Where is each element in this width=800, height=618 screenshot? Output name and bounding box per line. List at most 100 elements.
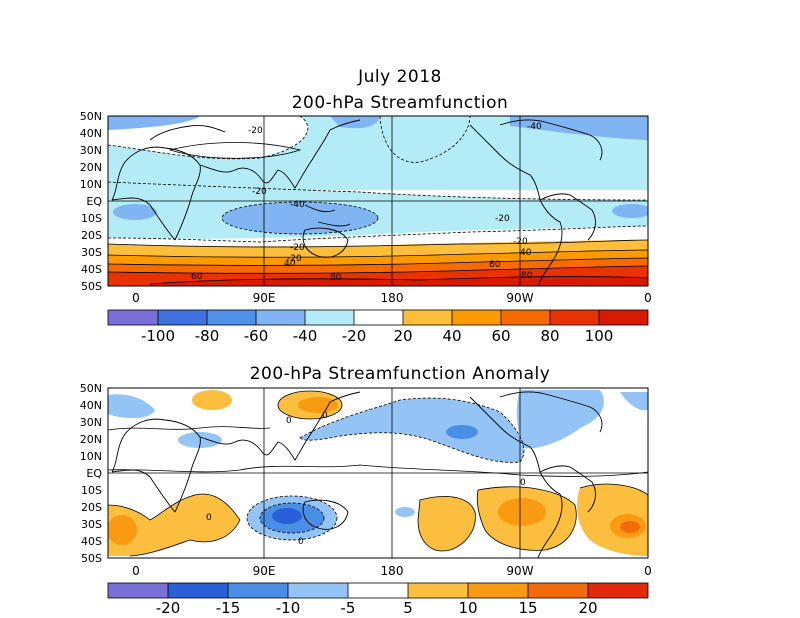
contour-label: 0 — [206, 513, 212, 523]
contour-label: 0 — [298, 537, 304, 547]
colorbar-swatch — [550, 310, 599, 325]
contour-label: 40 — [284, 259, 296, 269]
colorbar-swatch — [348, 583, 408, 598]
longitude-labels: 0 90E 180 90W 0 — [132, 291, 652, 305]
lon-label: 90E — [253, 564, 276, 578]
lat-label: 50S — [81, 280, 102, 293]
lat-label: 10S — [81, 484, 102, 497]
contour-label: 60 — [191, 272, 203, 282]
contour-label: -40 — [290, 200, 305, 210]
colorbar-swatch — [288, 583, 348, 598]
lat-label: 30S — [81, 246, 102, 259]
lat-label: 40N — [80, 399, 102, 412]
colorbar-tick: 20 — [578, 599, 597, 617]
lat-label: 30S — [81, 518, 102, 531]
colorbar-tick: 100 — [585, 327, 614, 345]
lat-label: 20S — [81, 229, 102, 242]
gridlines — [108, 116, 648, 286]
colorbar-anomaly: -20 -15 -10 -5 5 10 15 20 — [107, 582, 649, 617]
colorbar-swatch — [501, 310, 550, 325]
contour-label: -20 — [290, 243, 305, 253]
colorbar-tick: -5 — [341, 599, 356, 617]
lat-label: 10N — [80, 450, 102, 463]
contour-label: 0 — [286, 416, 292, 426]
colorbar-tick: -40 — [293, 327, 318, 345]
lon-label: 90W — [506, 291, 533, 305]
lat-label: 20N — [80, 433, 102, 446]
map-frame — [107, 115, 649, 287]
contour-label: 80 — [489, 260, 501, 270]
colorbar-tick: -80 — [195, 327, 220, 345]
colorbar-swatch — [305, 310, 354, 325]
latitude-labels: 50N 40N 30N 20N 10N EQ 10S 20S 30S 40S 5… — [80, 382, 103, 565]
contour-label: 0 — [322, 411, 328, 421]
lat-label: 50N — [80, 110, 102, 123]
lat-label: 40S — [81, 263, 102, 276]
colorbar-tick: 20 — [393, 327, 412, 345]
lon-label: 0 — [132, 291, 140, 305]
lon-label: 180 — [381, 291, 404, 305]
lat-label: 30N — [80, 144, 102, 157]
contour-label: -20 — [495, 214, 510, 224]
colorbar-tick: 5 — [403, 599, 413, 617]
contour-label: 0 — [520, 478, 526, 488]
colorbar-swatch — [588, 583, 648, 598]
contour-label: 80 — [330, 273, 342, 283]
coastlines — [111, 391, 603, 558]
contour-labels: -20 -20 -40 -40 -20 -20 -20 -20 40 40 60… — [191, 122, 542, 283]
colorbar-swatch — [108, 583, 168, 598]
lon-label: 0 — [644, 291, 652, 305]
colorbar-tick: -20 — [342, 327, 367, 345]
colorbar-tick: -60 — [244, 327, 269, 345]
colorbar-tick: -20 — [156, 599, 181, 617]
lat-label: 40N — [80, 127, 102, 140]
colorbar-tick: -100 — [141, 327, 175, 345]
colorbar-tick: 10 — [458, 599, 477, 617]
coastlines — [111, 119, 603, 286]
lat-label: EQ — [86, 195, 102, 208]
lon-label: 180 — [381, 564, 404, 578]
panel2-title: 200-hPa Streamfunction Anomaly — [249, 364, 551, 384]
map-frame — [107, 387, 649, 559]
gridlines — [108, 388, 648, 558]
colorbar-swatch — [108, 310, 158, 325]
lat-label: 40S — [81, 535, 102, 548]
colorbar-tick: 60 — [491, 327, 510, 345]
lat-label: 20N — [80, 161, 102, 174]
lon-label: 0 — [644, 564, 652, 578]
colorbar-swatch — [228, 583, 288, 598]
colorbar-streamfunction: -100 -80 -60 -40 -20 20 40 60 80 100 — [107, 309, 649, 345]
lon-label: 0 — [132, 564, 140, 578]
lon-label: 90W — [506, 564, 533, 578]
lon-label: 90E — [253, 291, 276, 305]
contour-labels: 0 0 0 0 0 — [206, 411, 526, 547]
lat-label: 50S — [81, 552, 102, 565]
colorbar-swatch — [158, 310, 207, 325]
colorbar-tick: 80 — [540, 327, 559, 345]
lat-label: 10S — [81, 212, 102, 225]
colorbar-tick: -15 — [216, 599, 241, 617]
contour-label: -20 — [252, 187, 267, 197]
lat-label: 50N — [80, 382, 102, 395]
colorbar-swatch — [599, 310, 648, 325]
lat-label: EQ — [86, 467, 102, 480]
colorbar-tick: 40 — [442, 327, 461, 345]
contour-label: -20 — [287, 254, 302, 264]
lat-label: 30N — [80, 416, 102, 429]
contour-label: 40 — [520, 248, 532, 258]
colorbar-swatch — [528, 583, 588, 598]
colorbar-swatch — [468, 583, 528, 598]
panel1-title: 200-hPa Streamfunction — [291, 93, 509, 113]
colorbar-swatch — [256, 310, 305, 325]
colorbar-swatch — [207, 310, 256, 325]
lat-label: 20S — [81, 501, 102, 514]
latitude-labels: 50N 40N 30N 20N 10N EQ 10S 20S 30S 40S 5… — [80, 110, 103, 293]
colorbar-swatch — [408, 583, 468, 598]
longitude-labels: 0 90E 180 90W 0 — [132, 564, 652, 578]
colorbar-swatch — [403, 310, 452, 325]
map-panel-streamfunction: -20 -20 -40 -40 -20 -20 -20 -20 40 40 60… — [80, 110, 652, 345]
colorbar-swatch — [354, 310, 403, 325]
contour-label: -20 — [248, 126, 263, 136]
contour-label: 80 — [521, 271, 533, 281]
